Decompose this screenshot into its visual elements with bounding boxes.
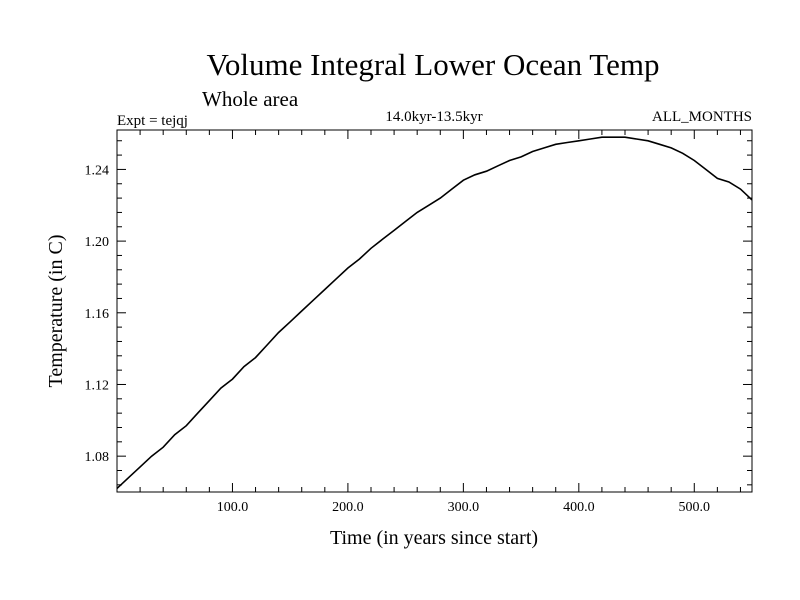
chart-subtitle: Whole area [202, 87, 299, 111]
x-axis-label: Time (in years since start) [330, 527, 538, 549]
x-tick-label: 100.0 [217, 500, 249, 515]
x-tick-label: 500.0 [679, 500, 711, 515]
x-tick-label: 400.0 [563, 500, 595, 515]
y-tick-label: 1.08 [85, 450, 110, 465]
x-tick-label: 200.0 [332, 500, 364, 515]
y-tick-label: 1.20 [85, 235, 110, 250]
series-line [116, 136, 753, 489]
tick-labels: 100.0 200.0 300.0 400.0 500.0 1.08 1.12 1.16 1.2… [85, 163, 711, 515]
y-tick-label: 1.16 [85, 307, 110, 322]
y-tick-label: 1.12 [85, 378, 110, 393]
plot-frame [116, 129, 753, 493]
experiment-label: Expt = tejqj [117, 113, 188, 129]
months-label: ALL_MONTHS [652, 109, 752, 125]
x-tick-label: 300.0 [448, 500, 480, 515]
period-label: 14.0kyr-13.5kyr [385, 109, 482, 125]
chart-title: Volume Integral Lower Ocean Temp [207, 47, 660, 82]
y-tick-label: 1.24 [85, 163, 110, 178]
axis-ticks [117, 130, 752, 492]
y-axis-label: Temperature (in C) [45, 235, 67, 388]
